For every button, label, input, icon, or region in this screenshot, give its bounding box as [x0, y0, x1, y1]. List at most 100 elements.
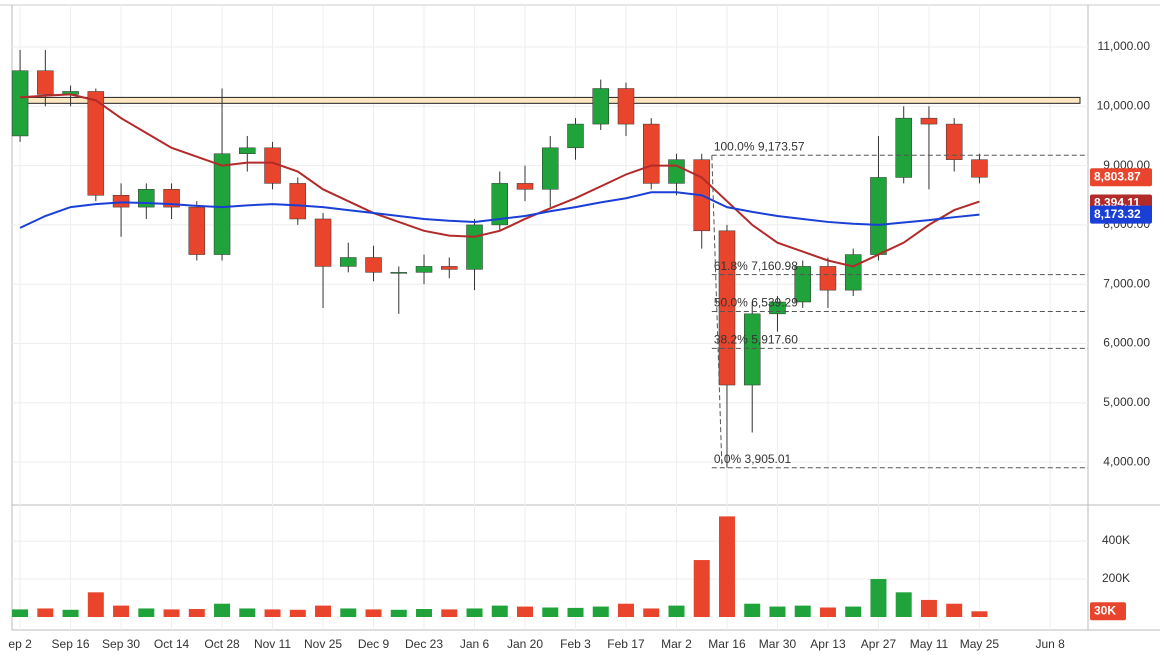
volume-bar	[416, 609, 433, 617]
fib-label: 61.8% 7,160.98	[714, 259, 798, 273]
volume-bar	[845, 606, 862, 617]
candle-body	[163, 189, 180, 208]
candle-body	[340, 257, 357, 267]
fib-label: 100.0% 9,173.57	[714, 139, 805, 153]
candle-body	[314, 218, 332, 267]
x-tick-label: Jun 8	[1035, 637, 1065, 651]
x-tick-label: Dec 9	[358, 637, 390, 651]
resistance-zone	[19, 96, 1081, 104]
volume-bar	[920, 599, 937, 617]
candle-body	[542, 147, 559, 190]
x-tick-label: ep 2	[8, 637, 32, 651]
candle-body	[718, 230, 736, 386]
volume-bar	[466, 608, 483, 617]
volume-bar	[517, 606, 534, 617]
fib-label: 38.2% 5,917.60	[714, 333, 798, 347]
candle-body	[567, 123, 584, 149]
x-tick-label: Mar 30	[759, 637, 797, 651]
volume-bar	[567, 607, 584, 617]
x-tick-label: Jan 6	[460, 637, 490, 651]
candle-body	[37, 70, 54, 95]
candle-body	[769, 301, 786, 315]
price-tag	[1090, 168, 1152, 187]
volume-bar	[870, 579, 887, 617]
candle-body	[491, 183, 509, 226]
candle-body	[415, 266, 433, 273]
x-tick-label: Feb 3	[560, 637, 591, 651]
y-tick-label: 10,000.00	[1097, 98, 1151, 112]
x-tick-label: Jan 20	[507, 637, 543, 651]
volume-bar	[794, 605, 811, 617]
volume-bar	[744, 603, 761, 617]
volume-bar	[214, 603, 231, 617]
candle-body	[794, 266, 811, 303]
volume-bar	[289, 609, 306, 617]
fib-trend	[711, 155, 723, 468]
candle-body	[642, 123, 660, 184]
candle-body	[971, 159, 988, 178]
volume-bar	[946, 603, 963, 617]
candle-body	[819, 266, 837, 291]
x-tick-label: Sep 30	[102, 637, 140, 651]
volume-bar	[87, 592, 104, 617]
volume-bar	[592, 606, 609, 617]
volume-bar	[643, 608, 660, 617]
moving-average	[20, 93, 980, 268]
volume-bar	[37, 608, 54, 617]
volume-bar	[113, 605, 130, 617]
x-tick-label: Dec 23	[405, 637, 443, 651]
volume-bar	[239, 608, 256, 617]
x-tick-label: Feb 17	[607, 637, 645, 651]
x-tick-label: Mar 2	[661, 637, 692, 651]
price-tag	[1090, 602, 1126, 621]
volume-tick-label: 200K	[1102, 571, 1130, 585]
volume-bar	[971, 611, 988, 617]
volume-bar	[718, 516, 735, 617]
x-tick-label: Apr 27	[861, 637, 897, 651]
candle-body	[895, 117, 912, 178]
y-tick-label: 5,000.00	[1103, 395, 1150, 409]
candle-body	[138, 189, 155, 208]
volume-bar	[491, 605, 508, 617]
candle-body	[289, 183, 307, 220]
volume-bar	[264, 609, 281, 617]
volume-bar	[138, 608, 155, 617]
volume-bar	[895, 592, 912, 617]
candle-body	[668, 159, 685, 184]
candle-body	[441, 266, 458, 270]
candle-body	[239, 147, 256, 154]
x-tick-label: Oct 28	[204, 637, 240, 651]
price-tag-label: 8,803.87	[1094, 169, 1141, 183]
volume-bar	[390, 609, 407, 617]
y-tick-label: 6,000.00	[1103, 336, 1150, 350]
x-tick-label: Apr 13	[810, 637, 846, 651]
candle-body	[390, 272, 408, 274]
x-tick-label: May 11	[910, 637, 949, 651]
x-tick-label: May 25	[960, 637, 1000, 651]
fib-label: 50.0% 6,539.29	[714, 296, 798, 310]
volume-bar	[617, 603, 634, 617]
volume-bar	[365, 609, 382, 617]
volume-bar	[62, 609, 79, 617]
volume-bar	[668, 605, 685, 617]
price-tag	[1090, 205, 1152, 224]
candle-body	[516, 183, 534, 190]
candle-body	[870, 177, 887, 255]
x-tick-label: Sep 16	[52, 637, 90, 651]
volume-bar	[340, 608, 357, 617]
volume-bar	[542, 607, 559, 617]
candle-body	[945, 123, 963, 160]
candle-body	[112, 195, 130, 208]
candle-body	[365, 257, 382, 273]
candle-body	[920, 117, 938, 125]
y-tick-label: 7,000.00	[1103, 276, 1150, 290]
y-tick-label: 4,000.00	[1103, 454, 1150, 468]
candle-body	[844, 254, 862, 291]
x-tick-label: Nov 25	[304, 637, 342, 651]
candle-body	[87, 91, 105, 196]
volume-bar	[819, 607, 836, 617]
volume-bar	[693, 560, 710, 617]
volume-tick-label: 400K	[1102, 533, 1130, 547]
fib-label: 0.0% 3,905.01	[714, 452, 792, 466]
